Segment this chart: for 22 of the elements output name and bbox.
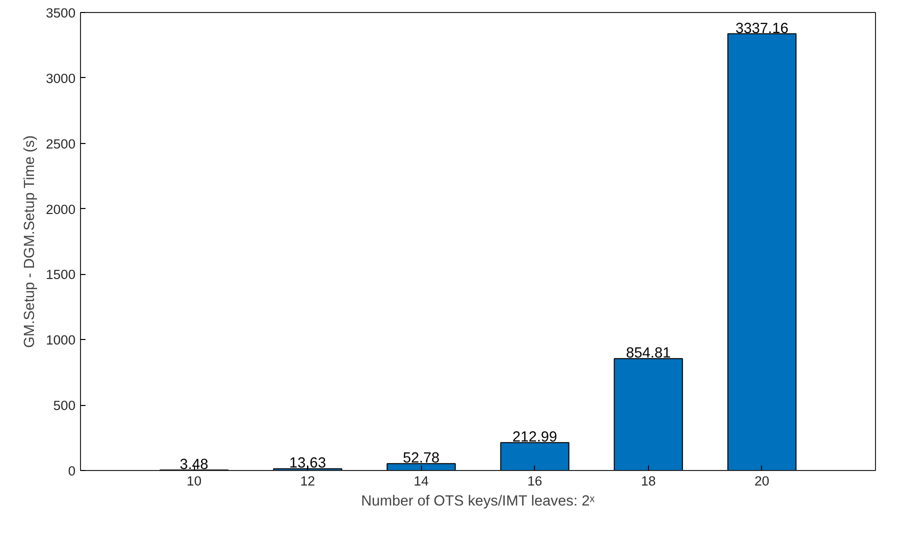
x-tick-label: 20 bbox=[754, 474, 770, 488]
y-tick-label: 2000 bbox=[46, 202, 76, 217]
data-label: 854.81 bbox=[626, 346, 671, 362]
y-tick-label: 2500 bbox=[46, 136, 76, 152]
x-tick-label: 12 bbox=[300, 474, 316, 488]
x-tick-label: 16 bbox=[527, 474, 542, 488]
x-tick-label: 18 bbox=[640, 474, 656, 488]
y-axis-title: GM.Setup - DGM.Setup Time (s) bbox=[22, 135, 38, 348]
x-tick-label: 10 bbox=[186, 474, 202, 488]
x-axis-title: Number of OTS keys/IMT leaves: 2ˣ bbox=[361, 494, 595, 510]
data-label: 52.78 bbox=[402, 450, 440, 467]
y-tick-label: 1000 bbox=[46, 332, 76, 348]
data-label: 13,63 bbox=[289, 456, 326, 472]
data-label: 3.48 bbox=[180, 457, 208, 474]
x-tick-label: 14 bbox=[414, 474, 430, 488]
y-tick-label: 0 bbox=[68, 464, 76, 478]
data-label: 3337.16 bbox=[735, 20, 788, 37]
y-tick-label: 3500 bbox=[46, 6, 76, 20]
data-label: 212.99 bbox=[512, 430, 558, 446]
y-tick-label: 500 bbox=[53, 398, 76, 414]
y-tick-label: 3000 bbox=[46, 70, 76, 86]
y-tick-label: 1500 bbox=[46, 267, 76, 282]
